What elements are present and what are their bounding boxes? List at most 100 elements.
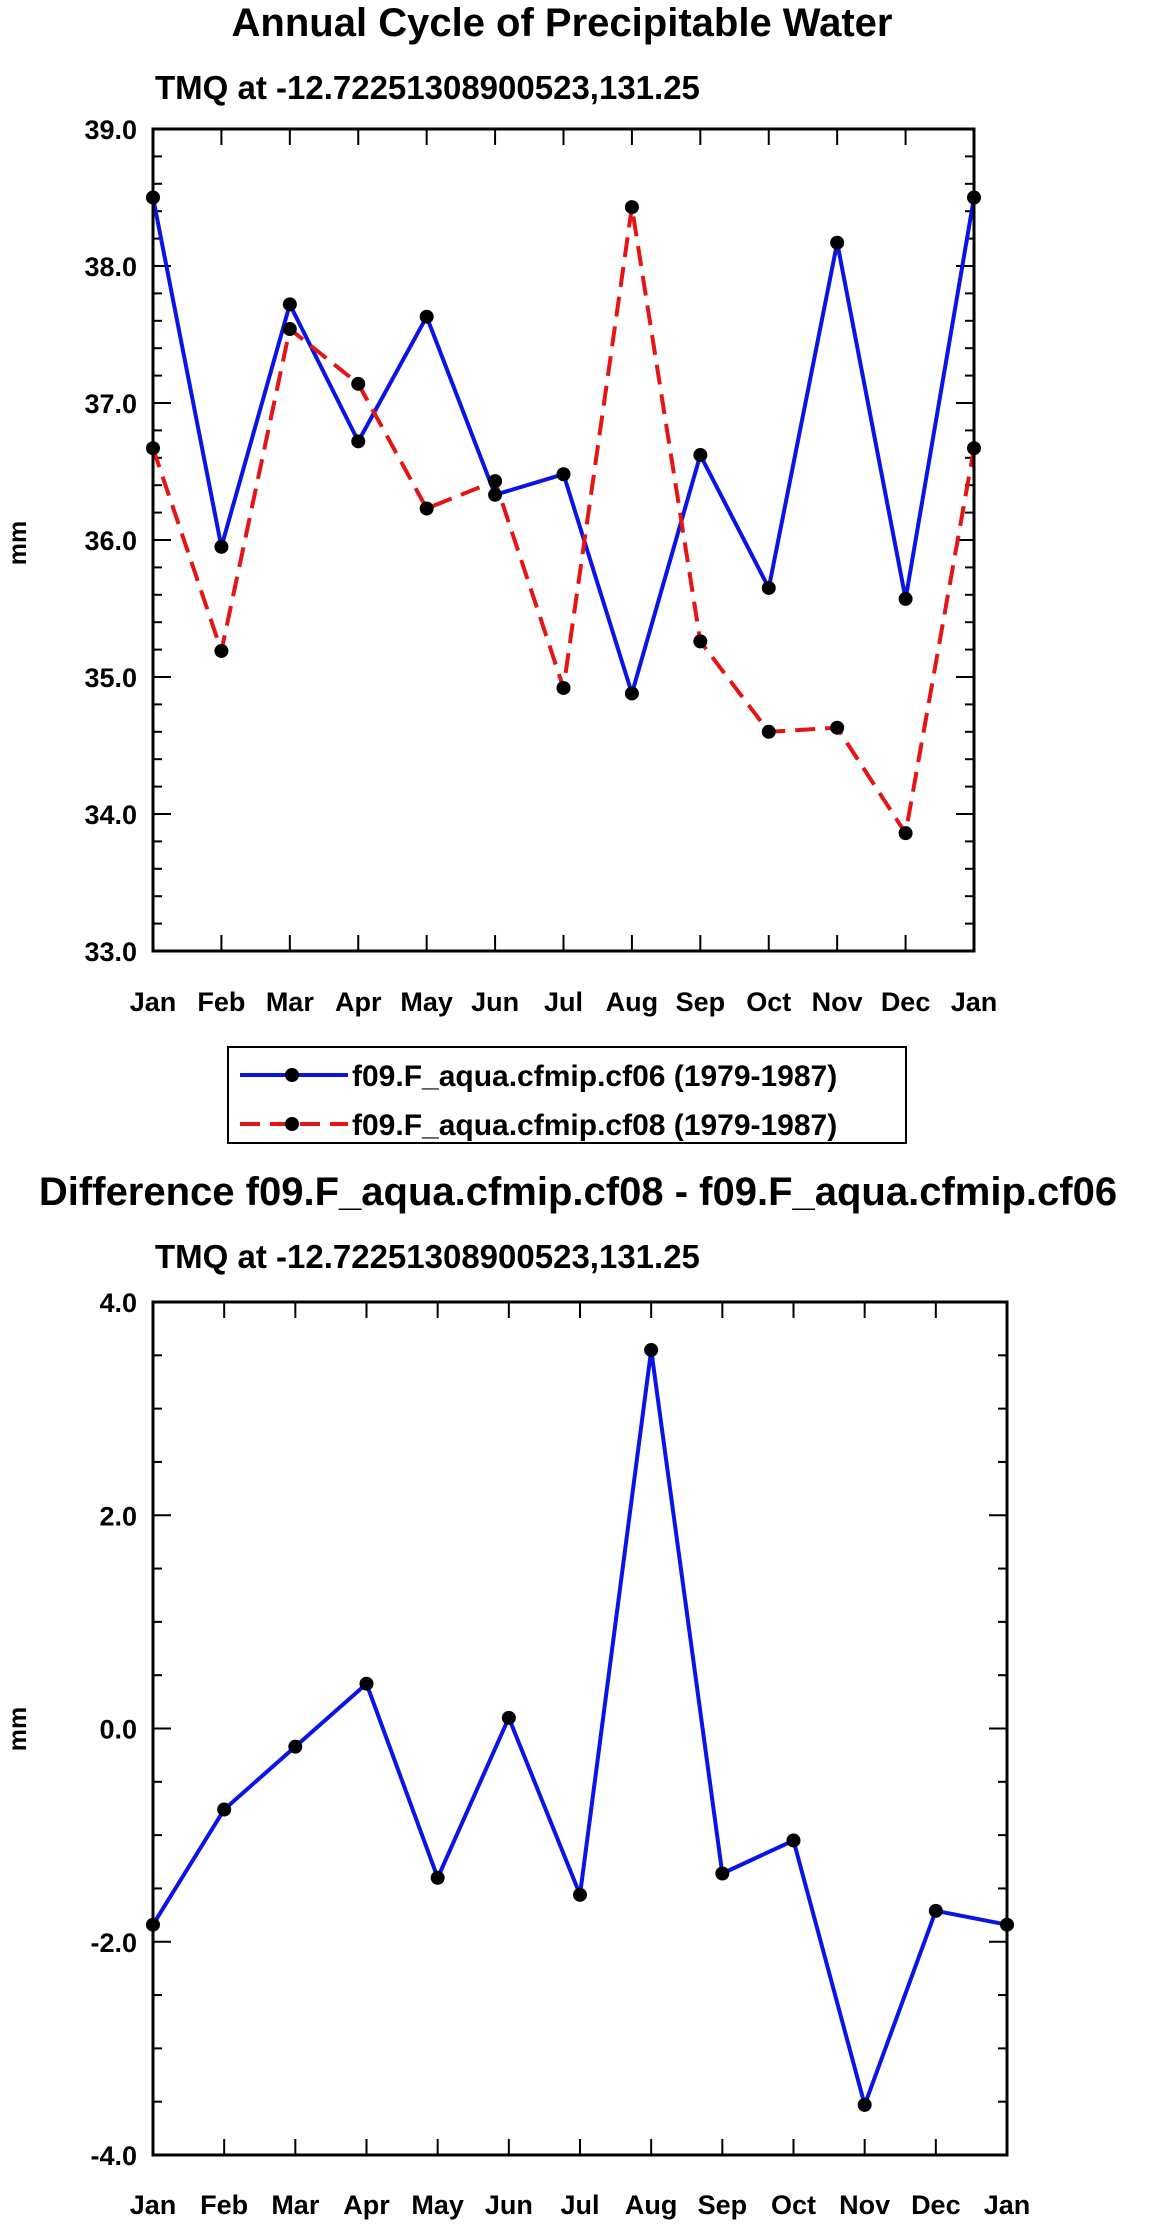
x-tick-label: Oct (771, 2190, 816, 2220)
series-2-point (830, 720, 845, 735)
legend-entry-cf06: f09.F_aqua.cfmip.cf06 (1979-1987) (240, 1060, 837, 1093)
y-tick-label: 36.0 (84, 526, 137, 556)
series-1-point (430, 1870, 445, 1885)
x-tick-label: Jan (984, 2190, 1031, 2220)
legend-entry-cf08: f09.F_aqua.cfmip.cf08 (1979-1987) (240, 1109, 837, 1142)
x-tick-label: Jun (485, 2190, 533, 2220)
chart-1-x-tick-labels: Jan Feb Mar Apr May Jun Jul Aug Sep Oct Nov Dec Jan (130, 987, 998, 1017)
x-tick-label: Dec (911, 2190, 961, 2220)
y-tick-label: 2.0 (99, 1501, 137, 1531)
series-2-point (898, 826, 913, 841)
x-tick-label: May (411, 2190, 464, 2220)
legend-label-cf08: f09.F_aqua.cfmip.cf08 (1979-1987) (352, 1109, 837, 1142)
x-tick-label: Mar (266, 987, 315, 1017)
y-tick-label: 35.0 (84, 663, 137, 693)
series-2-point (488, 474, 503, 489)
x-tick-label: Feb (200, 2190, 248, 2220)
chart-1-title: Annual Cycle of Precipitable Water (232, 1, 893, 45)
y-tick-label: 34.0 (84, 800, 137, 830)
x-tick-label: Jan (130, 2190, 177, 2220)
chart-1-ticks (152, 128, 975, 952)
series-1-point (786, 1833, 801, 1848)
chart-1-y-tick-labels: 33.0 34.0 35.0 36.0 37.0 38.0 39.0 (84, 115, 137, 967)
y-tick-label: -4.0 (90, 2141, 137, 2171)
series-line-1 (151, 197, 976, 696)
x-tick-label: Jan (130, 987, 177, 1017)
series-1-point (556, 467, 571, 482)
chart-2-y-tick-labels: -4.0 -2.0 0.0 2.0 4.0 (90, 1288, 137, 2171)
x-tick-label: Mar (271, 2190, 320, 2220)
series-2-point (693, 634, 708, 649)
y-tick-label: 37.0 (84, 389, 137, 419)
series-1-point (573, 1887, 587, 1902)
legend: f09.F_aqua.cfmip.cf06 (1979-1987) f09.F_… (227, 1046, 907, 1144)
chart-2-ticks (152, 1301, 1008, 2156)
x-tick-label: Sep (676, 987, 726, 1017)
y-tick-label: 39.0 (84, 115, 137, 145)
series-1-point (359, 1676, 374, 1691)
x-tick-label: Nov (839, 2190, 890, 2220)
legend-box (227, 1046, 907, 1144)
series-1-point (644, 1342, 659, 1357)
series-2-point (761, 724, 776, 739)
series-line-1 (151, 1348, 1008, 2107)
chart-2-x-tick-labels: Jan Feb Mar Apr May Jun Jul Aug Sep Oct Nov Dec Jan (130, 2190, 1031, 2220)
x-tick-label: Jul (544, 987, 583, 1017)
chart-1-subtitle: TMQ at -12.72251308900523,131.25 (155, 69, 700, 106)
y-tick-label: 4.0 (99, 1288, 137, 1318)
x-tick-label: May (400, 987, 453, 1017)
legend-label-cf06: f09.F_aqua.cfmip.cf06 (1979-1987) (352, 1060, 837, 1093)
x-tick-label: Dec (881, 987, 931, 1017)
x-tick-label: Aug (606, 987, 658, 1017)
chart-2-series (146, 1342, 1014, 2112)
series-1-point (351, 434, 366, 449)
x-tick-label: Apr (343, 2190, 390, 2220)
series-1-point (898, 591, 913, 606)
series-1-point (857, 2097, 872, 2112)
y-tick-label: 38.0 (84, 252, 137, 282)
chart-2: Difference f09.F_aqua.cfmip.cf08 - f09.F… (4, 1170, 1117, 2220)
x-tick-label: Aug (625, 2190, 677, 2220)
y-tick-label: 0.0 (99, 1715, 137, 1745)
x-tick-label: Sep (698, 2190, 748, 2220)
chart-2-ylabel: mm (4, 1707, 32, 1751)
series-1-point (488, 487, 503, 502)
series-2-point (624, 200, 639, 215)
legend-marker-cf06 (285, 1068, 299, 1082)
y-tick-label: -2.0 (90, 1928, 137, 1958)
series-1-point (419, 309, 434, 324)
chart-1-frame (151, 127, 976, 953)
x-tick-label: Nov (812, 987, 863, 1017)
x-tick-label: Feb (197, 987, 245, 1017)
series-2-point (282, 322, 297, 337)
series-1-point (715, 1866, 730, 1881)
chart-1: Annual Cycle of Precipitable Water TMQ a… (4, 1, 997, 1017)
series-1-point (282, 297, 297, 312)
chart-1-series (146, 190, 981, 841)
y-tick-label: 33.0 (84, 937, 137, 967)
series-1-point (624, 686, 639, 701)
legend-marker-cf08 (285, 1117, 299, 1131)
series-1-point (217, 1802, 232, 1817)
x-tick-label: Jun (471, 987, 519, 1017)
chart-2-subtitle: TMQ at -12.72251308900523,131.25 (155, 1238, 700, 1275)
x-tick-label: Apr (335, 987, 382, 1017)
x-tick-label: Oct (746, 987, 791, 1017)
series-2-point (351, 376, 366, 391)
series-2-point (419, 501, 434, 516)
series-line-2 (151, 205, 976, 836)
series-1-point (693, 448, 708, 463)
series-2-point (214, 643, 229, 658)
series-1-point (761, 580, 776, 595)
chart-2-frame (151, 1300, 1009, 2157)
x-tick-label: Jan (951, 987, 998, 1017)
series-1-point (928, 1903, 943, 1918)
x-tick-label: Jul (560, 2190, 599, 2220)
series-2-point (556, 680, 571, 695)
series-1-point (501, 1710, 516, 1725)
series-1-point (214, 539, 229, 554)
series-1-point (830, 235, 845, 250)
series-1-point (288, 1739, 303, 1754)
chart-2-title: Difference f09.F_aqua.cfmip.cf08 - f09.F… (39, 1170, 1117, 1214)
